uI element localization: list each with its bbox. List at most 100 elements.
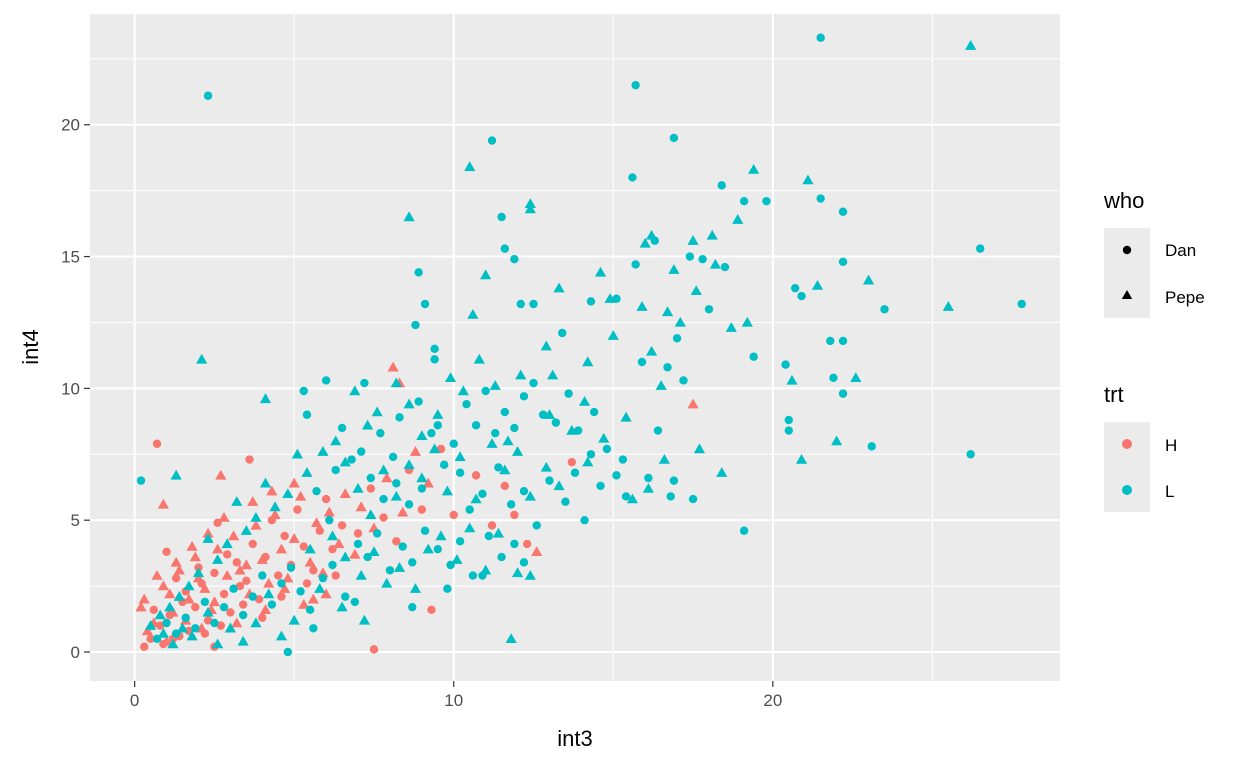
point-h-pepe	[199, 583, 211, 593]
point-l-pepe	[942, 301, 954, 311]
point-l-dan	[302, 410, 312, 419]
point-l-pepe	[393, 562, 406, 572]
point-l-pepe	[361, 419, 374, 430]
point-l-dan	[443, 584, 452, 593]
point-l-dan	[372, 529, 382, 538]
point-l-pepe	[693, 443, 706, 454]
point-l-dan	[408, 602, 417, 612]
point-l-pepe	[192, 567, 205, 578]
point-l-dan	[309, 624, 318, 633]
point-l-dan	[749, 352, 758, 361]
point-l-dan	[739, 526, 749, 535]
point-l-pepe	[582, 356, 594, 367]
point-h-pepe	[170, 556, 182, 567]
point-h-dan	[238, 600, 248, 609]
point-h-pepe	[275, 543, 288, 554]
point-l-dan	[497, 552, 506, 562]
point-l-pepe	[540, 461, 552, 472]
point-l-pepe	[607, 330, 619, 340]
x-tick-label: 10	[444, 691, 463, 710]
point-l-pepe	[409, 583, 422, 593]
point-l-dan	[385, 566, 395, 575]
point-h-dan	[417, 505, 427, 514]
point-l-dan	[283, 647, 293, 657]
point-l-pepe	[154, 609, 166, 620]
legend-who-pepe-label: Pepe	[1165, 288, 1205, 307]
point-h-dan	[280, 531, 289, 541]
point-l-pepe	[291, 448, 304, 459]
point-h-pepe	[298, 598, 310, 609]
point-l-pepe	[492, 527, 505, 538]
point-l-dan	[570, 468, 580, 477]
point-l-pepe	[259, 477, 272, 488]
point-l-pepe	[658, 453, 670, 464]
point-h-dan	[337, 521, 347, 530]
point-h-pepe	[183, 593, 195, 604]
point-l-dan	[564, 389, 573, 398]
point-l-pepe	[403, 211, 415, 222]
point-h-dan	[366, 484, 375, 493]
point-l-pepe	[464, 522, 476, 533]
point-h-dan	[309, 566, 318, 575]
point-l-dan	[586, 297, 596, 306]
point-l-dan	[455, 468, 465, 477]
point-h-pepe	[279, 583, 291, 593]
point-l-dan	[337, 423, 347, 433]
point-l-dan	[350, 597, 360, 607]
point-h-pepe	[240, 559, 252, 570]
point-h-dan	[487, 521, 497, 530]
point-l-pepe	[811, 279, 824, 290]
point-l-pepe	[786, 374, 798, 385]
point-l-dan	[506, 500, 516, 509]
point-l-pepe	[390, 377, 402, 388]
point-l-pepe	[511, 567, 524, 578]
point-l-dan	[430, 344, 439, 354]
point-l-pepe	[709, 258, 721, 269]
point-l-dan	[685, 252, 695, 261]
point-l-pepe	[212, 638, 224, 649]
point-l-dan	[455, 537, 465, 546]
data-points	[135, 33, 1026, 657]
point-l-dan	[353, 539, 363, 549]
point-l-dan	[529, 378, 538, 388]
point-h-pepe	[397, 506, 409, 517]
point-l-dan	[500, 244, 510, 253]
point-h-dan	[369, 645, 379, 654]
point-l-pepe	[480, 269, 492, 280]
point-l-dan	[267, 600, 277, 609]
point-h-pepe	[135, 601, 147, 612]
point-h-dan	[522, 539, 532, 549]
point-l-pepe	[422, 543, 434, 554]
point-l-pepe	[339, 551, 351, 562]
point-l-dan	[433, 544, 442, 554]
point-h-pepe	[160, 635, 173, 646]
point-l-dan	[1017, 299, 1026, 309]
point-l-dan	[417, 484, 427, 493]
point-h-pepe	[157, 580, 169, 591]
point-l-dan	[551, 418, 561, 427]
point-h-dan	[567, 457, 577, 467]
point-l-dan	[580, 515, 589, 525]
point-h-pepe	[266, 485, 278, 496]
point-h-dan	[140, 642, 149, 651]
point-l-dan	[816, 194, 825, 203]
major-gridlines	[90, 14, 1060, 681]
point-l-pepe	[566, 424, 578, 435]
point-l-pepe	[358, 614, 371, 625]
point-h-pepe	[234, 564, 246, 575]
point-h-dan	[258, 613, 267, 622]
legend-trt-l-label: L	[1165, 482, 1174, 501]
point-h-dan	[235, 581, 245, 591]
point-h-pepe	[250, 519, 262, 530]
point-l-pepe	[965, 40, 977, 50]
point-h-dan	[449, 510, 458, 520]
point-h-pepe	[333, 538, 345, 549]
point-l-dan	[360, 378, 369, 388]
point-l-pepe	[524, 490, 536, 501]
point-l-dan	[666, 492, 675, 501]
point-l-dan	[162, 618, 171, 628]
point-l-dan	[669, 476, 679, 485]
point-l-dan	[519, 392, 529, 401]
point-l-dan	[484, 531, 494, 541]
